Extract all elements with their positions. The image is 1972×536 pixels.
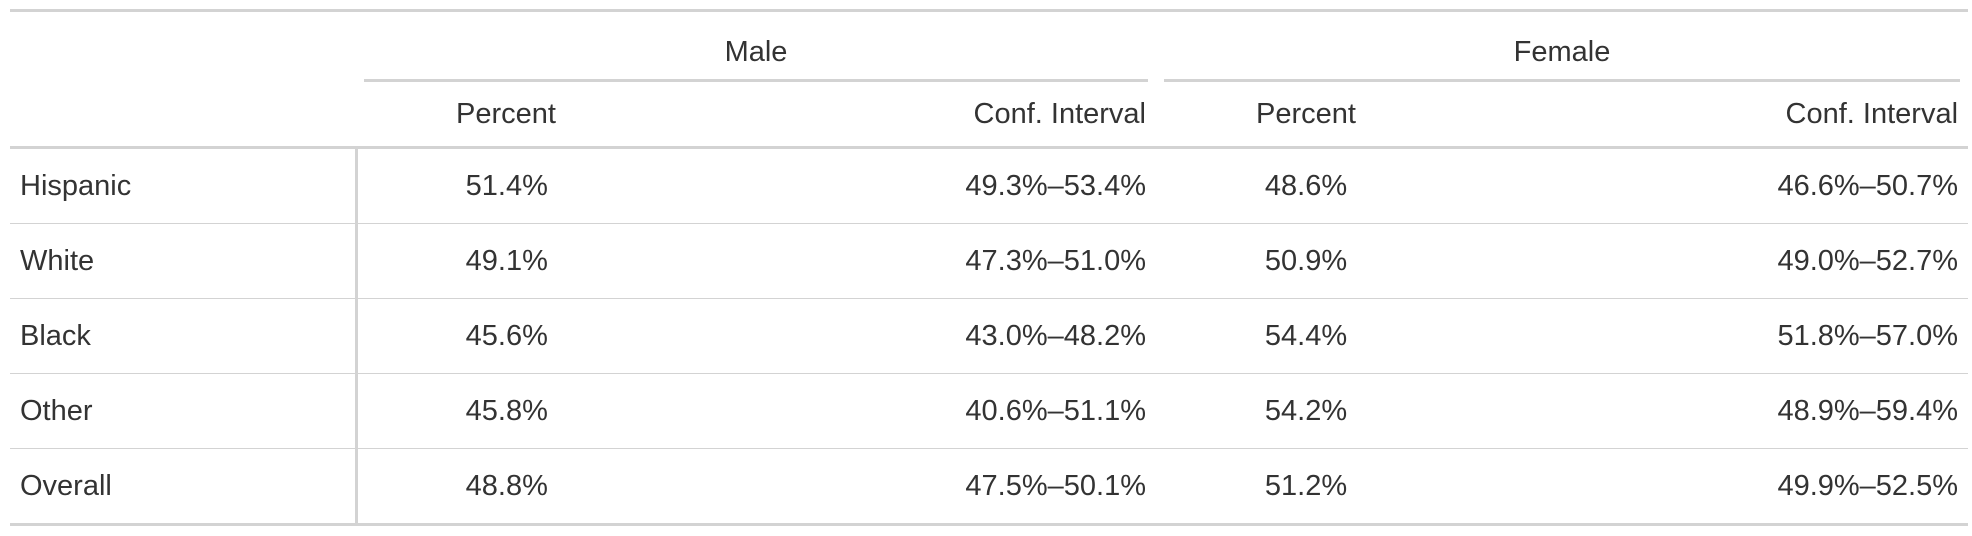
row-label: White [10, 223, 358, 299]
male-ci-cell: 49.3%–53.4% [656, 147, 1157, 224]
row-label: Overall [10, 448, 358, 525]
female-ci-cell: 49.9%–52.5% [1777, 469, 1959, 502]
female-ci-cell: 49.0%–52.7% [1456, 223, 1969, 299]
spanner-female-label: Female [1164, 36, 1961, 82]
female-ci-cell: 46.6%–50.7% [1456, 147, 1969, 224]
male-ci-cell: 47.3%–51.0% [656, 223, 1157, 299]
column-header-row: Percent Conf. Interval Percent Conf. Int… [10, 82, 1969, 149]
male-percent-cell: 48.8% [465, 469, 548, 502]
male-percent-cell: 45.6% [356, 298, 656, 374]
male-percent-cell: 49.1% [356, 223, 656, 299]
table-row: Hispanic 51.4% 49.3%–53.4% 48.6% 46.6%–5… [10, 147, 1969, 224]
male-ci-cell: 47.5%–50.1% [965, 469, 1147, 502]
row-label: Other [10, 373, 358, 449]
table-body: Hispanic 51.4% 49.3%–53.4% 48.6% 46.6%–5… [10, 147, 1969, 525]
column-header-male-ci: Conf. Interval [656, 82, 1157, 149]
spanner-female: Female [1156, 11, 1968, 82]
table-row: Black 45.6% 43.0%–48.2% 54.4% 51.8%–57.0… [10, 298, 1969, 374]
column-header-male-percent: Percent [356, 82, 656, 149]
spanner-male-label: Male [364, 36, 1149, 82]
column-header-female-percent: Percent [1156, 82, 1457, 149]
row-label: Black [10, 298, 358, 374]
female-percent-cell: 54.2% [1156, 373, 1457, 449]
male-percent-cell: 51.4% [356, 147, 656, 224]
table-row: White 49.1% 47.3%–51.0% 50.9% 49.0%–52.7… [10, 223, 1969, 299]
table-header: Male Female Percent Conf. Interval Perce… [10, 11, 1969, 149]
female-percent-cell: 54.4% [1156, 298, 1457, 374]
table-row: Other 45.8% 40.6%–51.1% 54.2% 48.9%–59.4… [10, 373, 1969, 449]
stub-header-empty [10, 11, 356, 83]
female-ci-cell: 48.9%–59.4% [1456, 373, 1969, 449]
male-percent-cell: 45.8% [356, 373, 656, 449]
table-row: Overall 48.8% 47.5%–50.1% 51.2% 49.9%–52… [10, 448, 1968, 525]
data-table-container: Male Female Percent Conf. Interval Perce… [10, 9, 1969, 526]
female-percent-cell: 50.9% [1156, 223, 1457, 299]
column-header-female-ci: Conf. Interval [1456, 82, 1969, 149]
female-percent-cell: 51.2% [1264, 469, 1348, 502]
male-ci-cell: 40.6%–51.1% [656, 373, 1157, 449]
row-label: Hispanic [10, 147, 358, 224]
stub-column-header [10, 82, 356, 149]
male-ci-cell: 43.0%–48.2% [656, 298, 1157, 374]
spanner-row: Male Female [10, 11, 1968, 83]
female-ci-cell: 51.8%–57.0% [1456, 298, 1969, 374]
spanner-male: Male [356, 11, 1156, 82]
female-percent-cell: 48.6% [1156, 147, 1457, 224]
demographics-table: Male Female Percent Conf. Interval Perce… [10, 9, 1969, 526]
